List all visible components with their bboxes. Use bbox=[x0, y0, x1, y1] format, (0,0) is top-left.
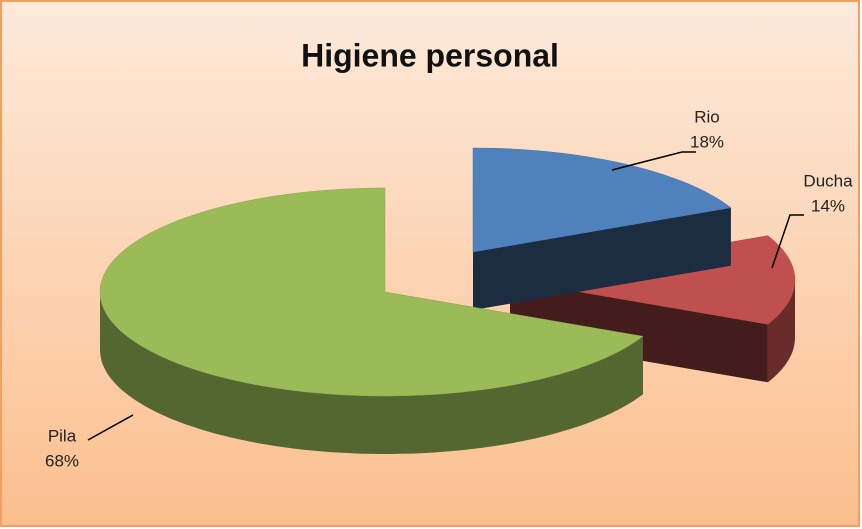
value-label: 68% bbox=[45, 451, 79, 470]
slice-side bbox=[767, 280, 795, 383]
category-label: Pila bbox=[48, 426, 77, 445]
category-label: Ducha bbox=[803, 171, 853, 190]
leader-line bbox=[771, 214, 804, 269]
category-label: Rio bbox=[694, 107, 720, 126]
chart-title: Higiene personal bbox=[301, 37, 559, 73]
slice bbox=[472, 147, 732, 253]
pie bbox=[99, 147, 796, 454]
value-label: 18% bbox=[690, 132, 724, 151]
value-label: 14% bbox=[811, 196, 845, 215]
labels: Ducha 14% Rio 18% Pila 68% bbox=[45, 107, 853, 470]
slice-wall bbox=[510, 280, 768, 383]
slice-side bbox=[100, 292, 643, 454]
slice bbox=[99, 187, 644, 397]
leader-line bbox=[87, 414, 134, 441]
leader-line bbox=[611, 151, 696, 171]
slice-wall bbox=[473, 207, 731, 310]
